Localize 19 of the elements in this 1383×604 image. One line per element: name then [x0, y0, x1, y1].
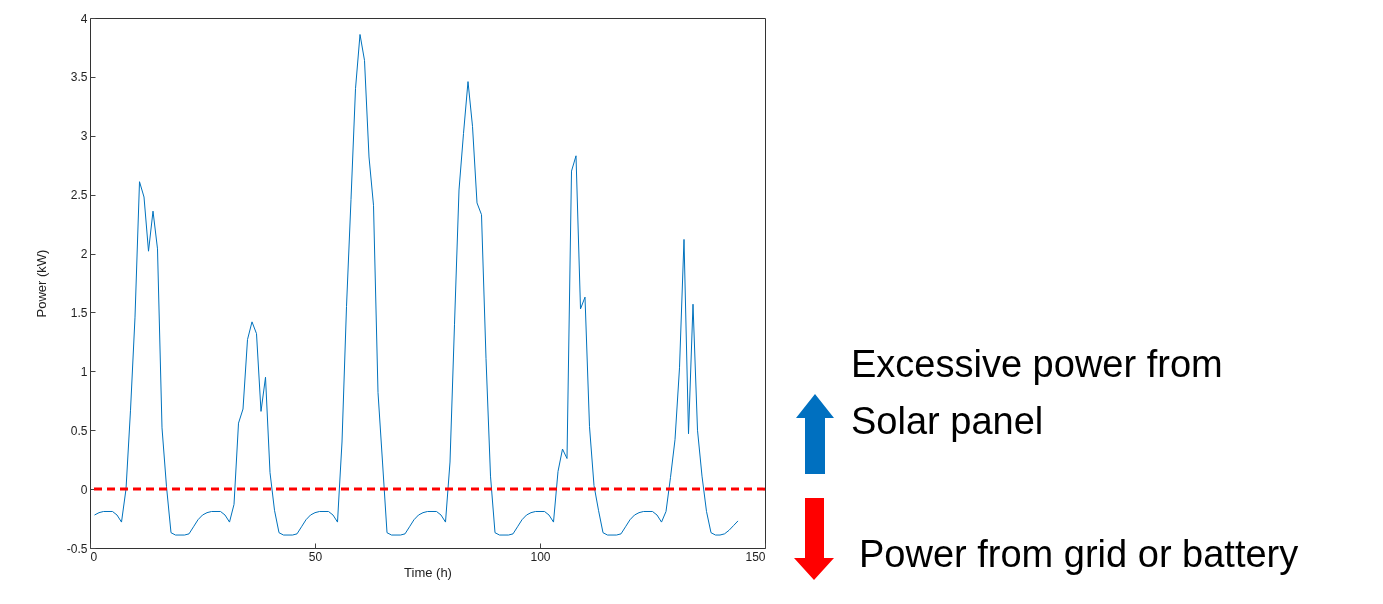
y-tick-label: 2 — [80, 247, 88, 262]
y-axis-title: Power (kW) — [33, 249, 49, 318]
y-tick-label: 1 — [80, 364, 88, 379]
line-series — [94, 33, 739, 536]
x-tick-label: 50 — [308, 549, 323, 564]
y-tick-label: 3.5 — [70, 70, 88, 85]
y-tick-label: 0 — [80, 482, 88, 497]
y-tick-label: 3 — [80, 129, 88, 144]
text: Excessive power from Solar panel — [851, 342, 1224, 444]
x-tick-label: 0 — [90, 549, 98, 564]
y-tick-label: 1.5 — [70, 305, 88, 320]
y-tick-label: -0.5 — [66, 541, 88, 556]
x-axis-title: Time (h) — [404, 564, 452, 580]
y-tick-label: 0.5 — [70, 423, 88, 438]
y-tick-label: 2.5 — [70, 188, 88, 203]
x-tick-label: 150 — [745, 549, 766, 564]
x-tick-label: 100 — [530, 549, 551, 564]
y-tick-label: 4 — [80, 11, 88, 26]
text: Power from grid or battery — [859, 532, 1299, 577]
